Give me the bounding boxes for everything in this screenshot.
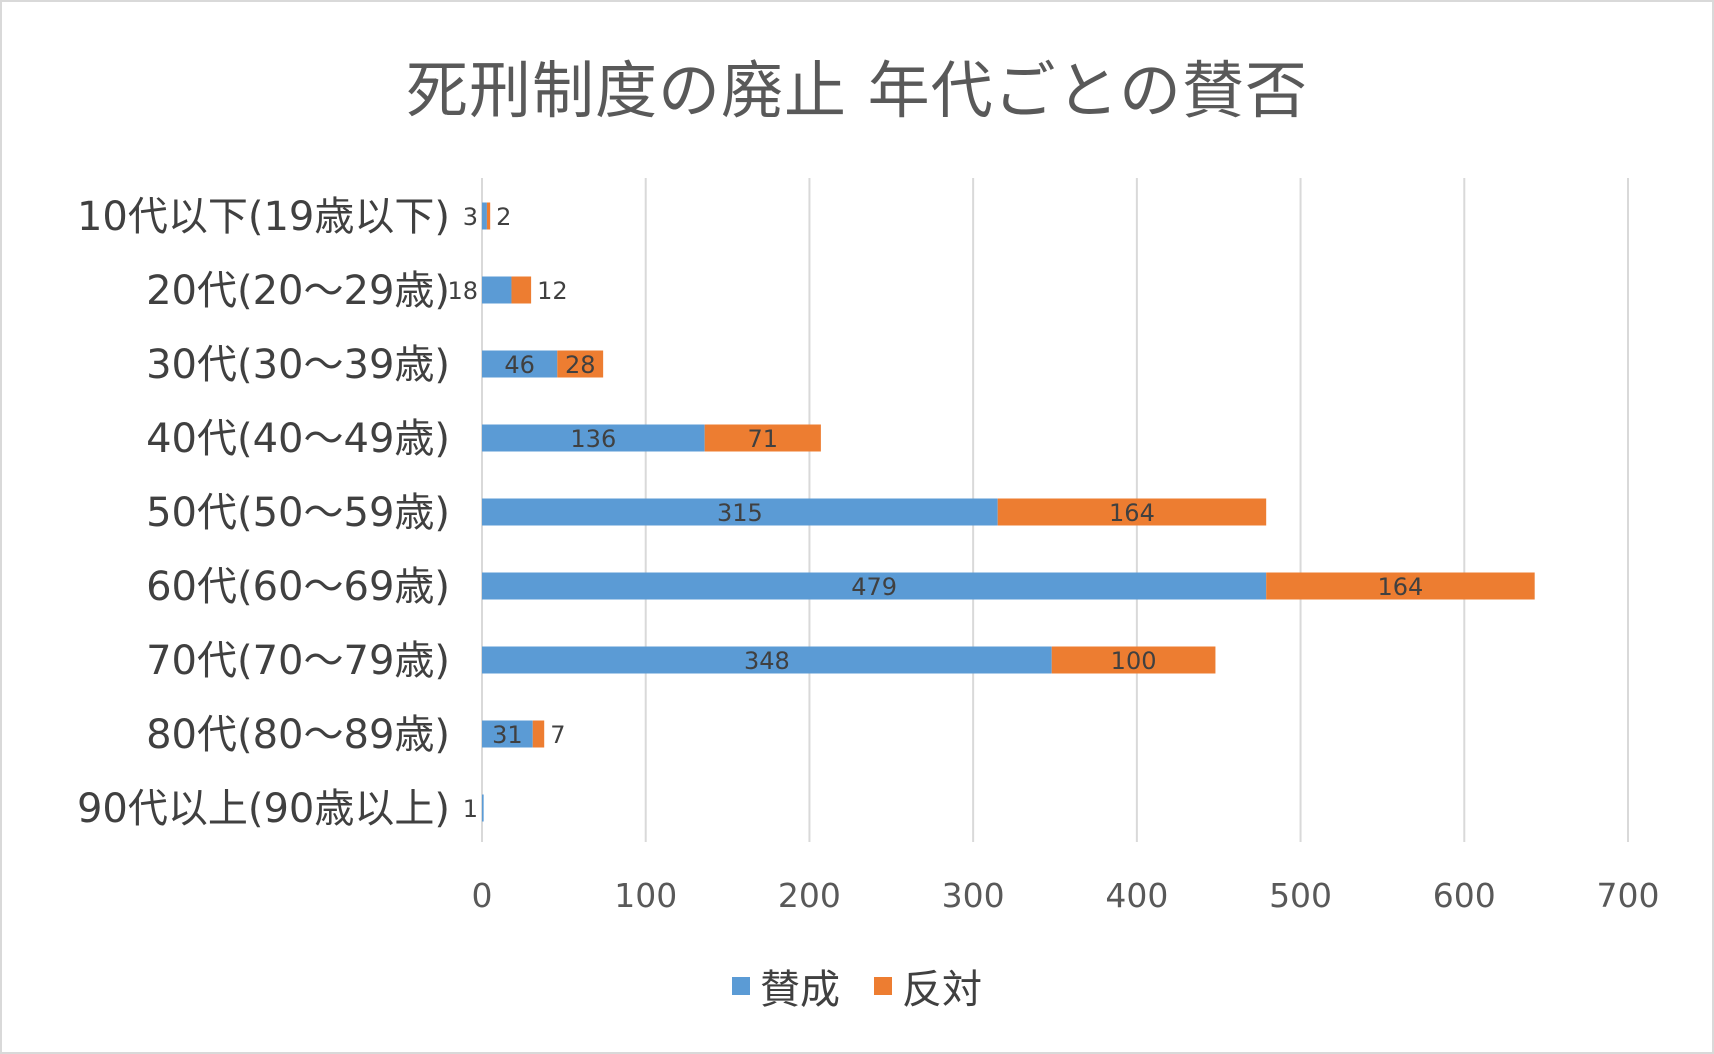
legend-label: 賛成 bbox=[760, 967, 840, 1013]
label-group: 0 100 200 300 400 500 600 700 10代以下(19歳以下) 3 2 20代(… bbox=[77, 194, 1660, 915]
category-label: 90代以上(90歳以上) bbox=[77, 786, 450, 832]
bar-agree bbox=[482, 276, 512, 304]
legend-swatch bbox=[874, 977, 892, 995]
data-label: 136 bbox=[570, 425, 616, 453]
data-label: 315 bbox=[717, 499, 763, 527]
legend-item: 反対 bbox=[874, 957, 982, 1015]
data-label: 12 bbox=[537, 277, 568, 305]
bar-oppose bbox=[1051, 646, 1216, 674]
bar-oppose bbox=[1266, 572, 1535, 600]
bar-group bbox=[482, 202, 1535, 822]
bar-oppose bbox=[532, 720, 545, 748]
data-label: 479 bbox=[851, 573, 897, 601]
data-label: 348 bbox=[744, 647, 790, 675]
category-label: 80代(80～89歳) bbox=[146, 712, 450, 758]
legend-swatch bbox=[732, 977, 750, 995]
x-tick-label: 400 bbox=[1105, 876, 1168, 915]
data-label: 18 bbox=[447, 277, 478, 305]
legend-label: 反対 bbox=[902, 967, 982, 1013]
bar-oppose bbox=[486, 202, 491, 230]
category-label: 50代(50～59歳) bbox=[146, 490, 450, 536]
data-label: 1 bbox=[463, 795, 478, 823]
category-label: 60代(60～69歳) bbox=[146, 564, 450, 610]
data-label: 100 bbox=[1111, 647, 1157, 675]
bar-oppose bbox=[511, 276, 532, 304]
x-tick-label: 300 bbox=[942, 876, 1005, 915]
data-label: 46 bbox=[504, 351, 535, 379]
category-label: 10代以下(19歳以下) bbox=[77, 194, 450, 240]
x-tick-label: 500 bbox=[1269, 876, 1332, 915]
x-tick-label: 600 bbox=[1433, 876, 1496, 915]
x-tick-label: 100 bbox=[614, 876, 677, 915]
data-label: 164 bbox=[1378, 573, 1424, 601]
data-label: 71 bbox=[747, 425, 778, 453]
x-tick-label: 0 bbox=[472, 876, 493, 915]
bar-agree bbox=[482, 424, 705, 452]
bar-agree bbox=[482, 498, 998, 526]
category-label: 30代(30～39歳) bbox=[146, 342, 450, 388]
bar-agree bbox=[482, 720, 533, 748]
chart-title: 死刑制度の廃止 年代ごとの賛否 bbox=[405, 54, 1309, 127]
data-label: 31 bbox=[492, 721, 523, 749]
data-label: 7 bbox=[550, 721, 565, 749]
legend: 賛成 反対 bbox=[2, 957, 1712, 1015]
category-label: 20代(20～29歳) bbox=[146, 268, 450, 314]
data-label: 3 bbox=[463, 203, 478, 231]
category-label: 40代(40～49歳) bbox=[146, 416, 450, 462]
data-label: 28 bbox=[565, 351, 596, 379]
bar-agree bbox=[482, 202, 487, 230]
legend-item: 賛成 bbox=[732, 957, 840, 1015]
data-label: 2 bbox=[496, 203, 511, 231]
bar-oppose bbox=[704, 424, 821, 452]
x-tick-label: 200 bbox=[778, 876, 841, 915]
category-label: 70代(70～79歳) bbox=[146, 638, 450, 684]
bar-agree bbox=[482, 350, 558, 378]
bar-oppose bbox=[557, 350, 604, 378]
x-tick-label: 700 bbox=[1597, 876, 1660, 915]
data-label: 164 bbox=[1109, 499, 1155, 527]
bar-agree bbox=[482, 646, 1052, 674]
bar-agree bbox=[482, 794, 484, 822]
bar-agree bbox=[482, 572, 1267, 600]
bar-oppose bbox=[997, 498, 1267, 526]
